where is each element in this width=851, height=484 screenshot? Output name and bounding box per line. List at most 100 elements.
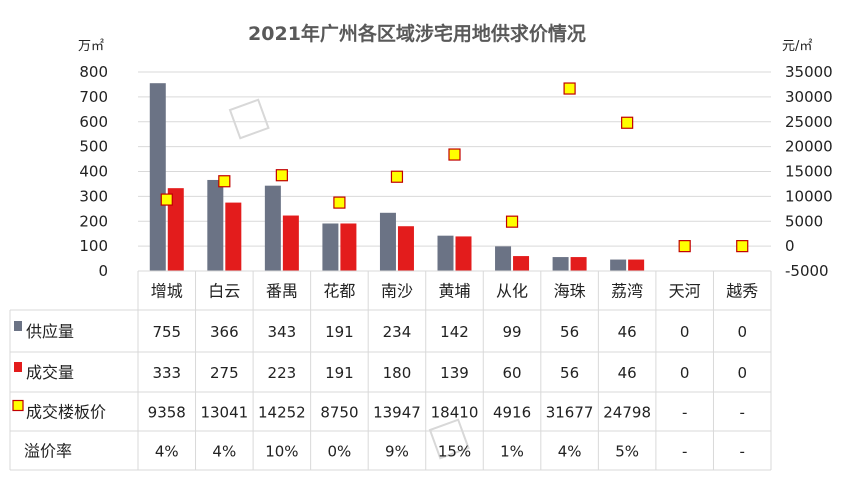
right-tick-label: -5000 [785,262,829,280]
data-label: 0 [680,323,690,341]
data-label: 142 [440,323,469,341]
price-markers [160,82,749,253]
price-marker [563,82,576,95]
right-tick-label: 0 [785,237,795,255]
data-label: 223 [268,364,297,382]
data-label: - [682,443,687,461]
left-tick-label: 300 [79,187,108,205]
data-label: 755 [152,323,181,341]
left-tick-label: 500 [79,138,108,156]
price-marker [621,116,634,129]
data-label: 10% [265,443,298,461]
data-label: 5% [615,443,639,461]
left-tick-label: 700 [79,88,108,106]
supply-bar [322,223,339,271]
data-label: 31677 [546,404,594,422]
row-header: 供应量 [26,322,74,341]
data-label: 46 [618,364,637,382]
data-label: 139 [440,364,469,382]
data-label: 99 [502,323,521,341]
deal-bar [340,223,357,271]
data-label: 15% [438,443,471,461]
data-label: 46 [618,323,637,341]
data-label: 234 [383,323,412,341]
data-label: 56 [560,323,579,341]
supply-bar [207,179,224,271]
right-axis-ticks: -5000 0 5000 10000 15000 20000 25000 30000 35000 [785,63,833,280]
category-label: 黄埔 [438,282,470,301]
data-label: 4% [558,443,582,461]
data-label: 24798 [603,404,651,422]
watermark [228,98,470,460]
category-label: 番禺 [266,282,298,301]
legend-key [14,321,22,331]
right-tick-label: 35000 [785,63,833,81]
deal-bar [167,188,184,271]
row-header: 成交量 [26,363,74,382]
data-label: 1% [500,443,524,461]
price-marker [736,240,749,253]
supply-bar [379,212,396,271]
data-label: - [740,443,745,461]
right-tick-label: 5000 [785,212,823,230]
category-label: 越秀 [726,282,758,301]
right-tick-label: 30000 [785,88,833,106]
supply-bar [437,235,454,271]
left-tick-label: 400 [79,163,108,181]
right-tick-label: 10000 [785,187,833,205]
left-axis-ticks: 0 100 200 300 400 500 600 700 800 [79,63,108,280]
supply-bar [552,257,569,271]
category-label: 白云 [208,282,240,301]
data-label: 13041 [200,404,248,422]
data-label: 343 [268,323,297,341]
watermark-logo [428,418,470,460]
data-label: 0 [737,364,747,382]
category-label: 海珠 [554,282,586,301]
deal-bar [570,257,587,271]
legend-key [14,362,22,372]
category-label: 从化 [496,282,528,301]
data-label: 60 [502,364,521,382]
data-label: 4% [155,443,179,461]
data-label: 4916 [493,404,531,422]
data-label: 9358 [148,404,186,422]
price-marker [678,240,691,253]
price-marker [448,148,461,161]
right-tick-label: 20000 [785,138,833,156]
category-label: 天河 [669,282,701,301]
price-marker [218,175,231,188]
data-label: 4% [212,443,236,461]
supply-bar [264,185,281,271]
watermark-logo [228,98,270,140]
data-label: 9% [385,443,409,461]
deal-bar [282,215,299,271]
data-label: 275 [210,364,239,382]
legend-key [12,399,24,412]
price-marker [160,193,173,206]
deal-bar [455,236,472,271]
data-label: 8750 [320,404,358,422]
chart-title: 2021年广州各区域涉宅用地供求价情况 [248,22,586,45]
category-label: 增城 [151,282,183,301]
left-tick-label: 200 [79,212,108,230]
deal-bar [397,226,414,271]
left-tick-label: 0 [98,262,108,280]
deal-bar [628,259,645,271]
data-label: 191 [325,323,354,341]
right-axis-unit: 元/㎡ [782,39,812,54]
left-axis-unit: 万㎡ [78,39,104,54]
price-marker [505,215,519,228]
category-label: 南沙 [381,282,413,301]
data-label: 0 [680,364,690,382]
data-label: 13947 [373,404,421,422]
data-label: 14252 [258,404,306,422]
bars [149,83,645,271]
row-header: 成交楼板价 [26,403,106,422]
data-label: 191 [325,364,354,382]
data-label: - [740,404,745,422]
left-tick-label: 800 [79,63,108,81]
category-label: 花都 [323,282,355,301]
price-marker [390,170,404,183]
row-header: 溢价率 [24,442,72,461]
